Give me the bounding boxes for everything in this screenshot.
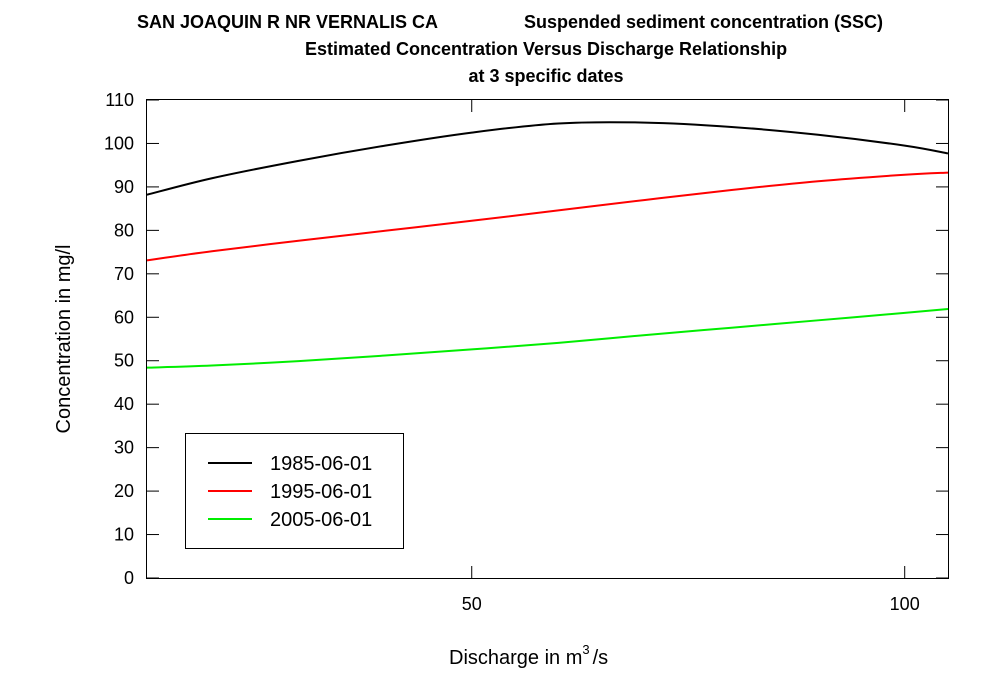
legend-label-1985-06-01: 1985-06-01	[270, 453, 372, 475]
y-tick-label: 70	[114, 264, 134, 284]
chart-title-parameter: Suspended sediment concentration (SSC)	[524, 12, 884, 32]
y-tick-label: 0	[124, 568, 134, 588]
y-tick-label: 110	[105, 90, 134, 110]
plot-frame	[146, 99, 949, 579]
y-tick-label: 10	[114, 525, 134, 545]
y-axis-label: Concentration in mg/l	[53, 245, 75, 434]
y-tick-label: 30	[114, 438, 134, 458]
legend-label-1995-06-01: 1995-06-01	[270, 481, 372, 503]
y-tick-label: 60	[114, 307, 134, 327]
y-tick-label: 80	[114, 220, 134, 240]
x-axis-label: Discharge in m3/s	[449, 642, 608, 669]
x-tick-label: 100	[890, 594, 920, 614]
y-tick-label: 50	[114, 351, 134, 371]
series-line-1995-06-01	[146, 171, 949, 262]
chart-title-site: SAN JOAQUIN R NR VERNALIS CA	[137, 12, 439, 32]
x-axis-label-superscript: 3	[582, 642, 589, 657]
x-tick-label: 50	[462, 594, 482, 614]
chart-subtitle-dates: at 3 specific dates	[468, 66, 624, 86]
y-tick-label: 90	[114, 177, 134, 197]
y-tick-label: 40	[114, 394, 134, 414]
chart-subtitle: Estimated Concentration Versus Discharge…	[304, 39, 788, 59]
legend: 1985-06-01 1995-06-01 2005-06-01	[185, 433, 404, 549]
x-axis-label-tail: /s	[593, 647, 609, 669]
y-tick-label: 100	[104, 133, 134, 153]
series-line-1985-06-01	[146, 121, 949, 196]
y-tick-label: 20	[114, 481, 134, 501]
legend-label-2005-06-01: 2005-06-01	[270, 509, 372, 531]
series-line-2005-06-01	[146, 308, 949, 369]
x-axis-label-main: Discharge in m	[449, 647, 582, 669]
